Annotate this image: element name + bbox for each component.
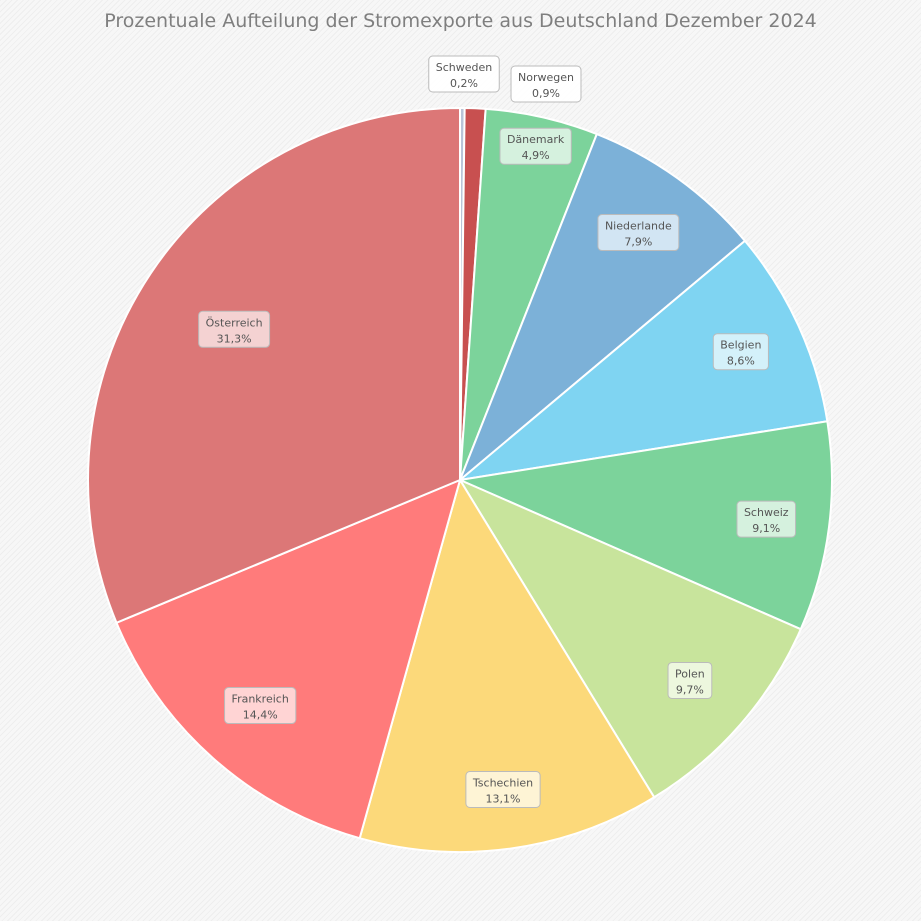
data-label-niederlande: Niederlande 7,9% <box>597 214 680 252</box>
slice-value-label: 13,1% <box>486 793 521 806</box>
pie-slice-schweiz <box>456 420 833 631</box>
data-label-polen: Polen 9,7% <box>667 661 713 699</box>
data-label-schweden: Schweden 0,2% <box>428 55 500 93</box>
data-label-tschechien: Tschechien 13,1% <box>465 771 541 809</box>
slice-value-label: 31,3% <box>217 332 252 345</box>
slice-category-label: Tschechien <box>472 777 533 790</box>
data-label-daenemark: Dänemark 4,9% <box>499 127 572 165</box>
slice-value-label: 7,9% <box>624 236 652 249</box>
pie-slice-belgien <box>456 239 829 482</box>
slice-category-label: Schweden <box>436 61 493 74</box>
pie-slice-polen <box>457 477 803 799</box>
slice-category-label: Belgien <box>720 339 761 352</box>
slice-value-label: 4,9% <box>522 149 550 162</box>
slice-value-label: 9,1% <box>752 522 780 535</box>
data-label-oesterreich: Österreich 31,3% <box>198 310 271 348</box>
slice-category-label: Österreich <box>206 316 263 329</box>
pie-slice-frankreich <box>115 478 462 840</box>
data-label-norwegen: Norwegen 0,9% <box>510 65 582 103</box>
pie-slice-oesterreich <box>87 106 461 625</box>
slice-category-label: Dänemark <box>507 133 565 146</box>
slice-value-label: 0,9% <box>532 87 560 100</box>
slice-category-label: Norwegen <box>518 71 574 84</box>
slice-category-label: Schweiz <box>744 506 789 519</box>
slice-category-label: Frankreich <box>232 693 289 706</box>
pie-slice-tschechien <box>358 477 656 853</box>
slice-category-label: Polen <box>675 667 705 680</box>
data-label-frankreich: Frankreich 14,4% <box>224 687 297 725</box>
slice-value-label: 0,2% <box>450 77 478 90</box>
slice-value-label: 9,7% <box>676 683 704 696</box>
slice-value-label: 14,4% <box>243 709 278 722</box>
data-label-schweiz: Schweiz 9,1% <box>736 500 797 538</box>
data-label-belgien: Belgien 8,6% <box>712 333 769 371</box>
chart-title: Prozentuale Aufteilung der Stromexporte … <box>104 10 817 32</box>
slice-value-label: 8,6% <box>727 355 755 368</box>
slice-category-label: Niederlande <box>605 220 672 233</box>
